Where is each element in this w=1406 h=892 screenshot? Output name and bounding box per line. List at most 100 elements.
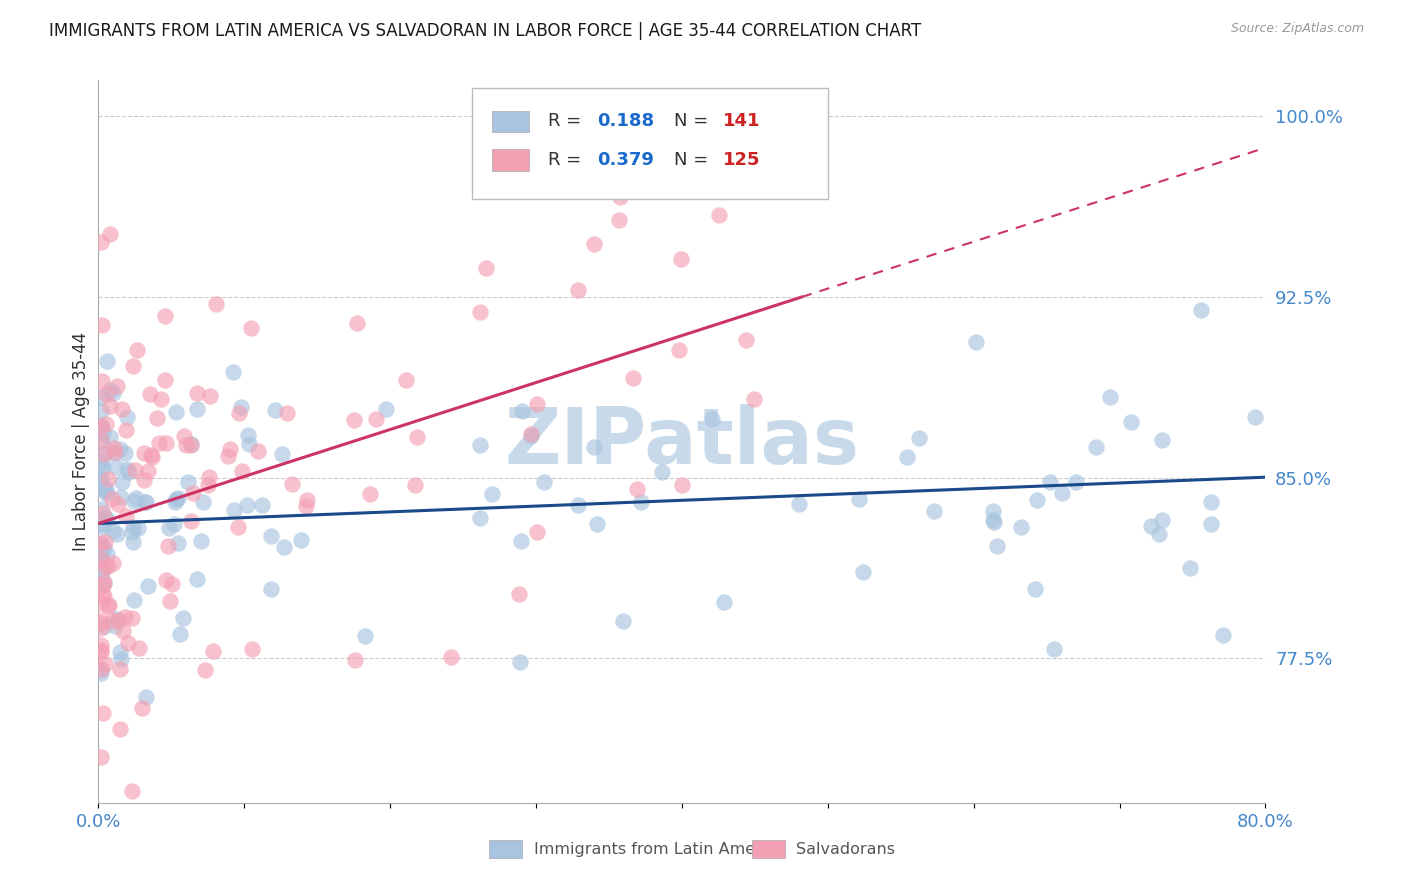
Point [105,612,128,626]
Point [787,498,810,512]
Point [90,419,112,434]
Text: Salvadorans: Salvadorans [796,842,896,857]
Point [1189,303,1212,318]
Point [172,611,194,625]
Point [122,359,145,373]
Point [224,503,246,517]
Point [626,482,648,496]
Point [166,491,188,505]
Point [124,463,146,477]
Point [107,497,129,511]
Point [742,392,765,406]
Point [406,430,429,444]
Point [96,512,118,526]
Point [91,425,114,440]
Text: Immigrants from Latin America: Immigrants from Latin America [534,842,785,857]
Point [238,428,260,442]
Point [582,440,605,454]
Point [90,419,112,434]
Point [114,446,136,460]
Point [90,516,112,531]
Point [181,485,204,500]
Point [165,495,187,509]
Point [481,486,503,500]
Point [148,436,170,450]
Point [91,519,114,533]
Point [186,385,208,400]
Point [896,450,918,464]
Point [121,611,143,625]
Point [93,534,115,549]
Text: 0.188: 0.188 [596,112,654,130]
Point [609,189,631,203]
Point [90,404,112,418]
Point [94,657,117,671]
Point [186,572,208,586]
Point [100,399,122,413]
Point [94,417,117,432]
Point [520,429,543,443]
Point [1199,494,1222,508]
Point [621,371,644,385]
Point [155,574,177,588]
Point [297,493,319,508]
Point [98,430,121,444]
Point [240,641,263,656]
Point [90,538,112,552]
Point [228,520,250,534]
Point [118,465,141,479]
Point [90,550,112,565]
Point [93,481,115,495]
Point [231,400,253,414]
Point [90,621,112,635]
Point [567,284,589,298]
Point [131,701,153,715]
Point [165,491,187,506]
Point [91,506,114,520]
Point [526,524,548,539]
Point [93,576,115,591]
Point [468,304,491,318]
Point [108,645,131,659]
Point [96,386,118,401]
Text: N =: N = [673,112,714,130]
FancyBboxPatch shape [752,840,785,858]
Point [114,610,136,624]
Text: ZIPatlas: ZIPatlas [505,403,859,480]
Point [260,529,283,543]
Point [276,406,298,420]
Text: R =: R = [548,151,586,169]
Point [166,535,188,549]
Point [1150,433,1173,447]
Point [218,442,240,456]
Point [127,343,149,358]
Point [165,405,187,419]
Point [981,513,1004,527]
FancyBboxPatch shape [489,840,522,858]
Point [122,520,145,534]
Point [1121,415,1143,429]
Point [678,125,700,139]
Point [986,539,1008,553]
Point [586,516,609,531]
Point [174,437,197,451]
Point [101,386,124,401]
Point [93,619,115,633]
Point [90,564,112,578]
Point [91,706,114,720]
Point [186,402,208,417]
Point [115,409,138,424]
Point [197,478,219,492]
Point [90,390,112,404]
Point [101,556,124,570]
Point [173,429,195,443]
Point [135,494,157,508]
Point [114,508,136,523]
Point [108,662,131,676]
Point [90,434,112,448]
Point [111,624,134,638]
Point [1039,475,1062,489]
Point [97,599,120,613]
Point [121,784,143,798]
Point [90,662,112,676]
